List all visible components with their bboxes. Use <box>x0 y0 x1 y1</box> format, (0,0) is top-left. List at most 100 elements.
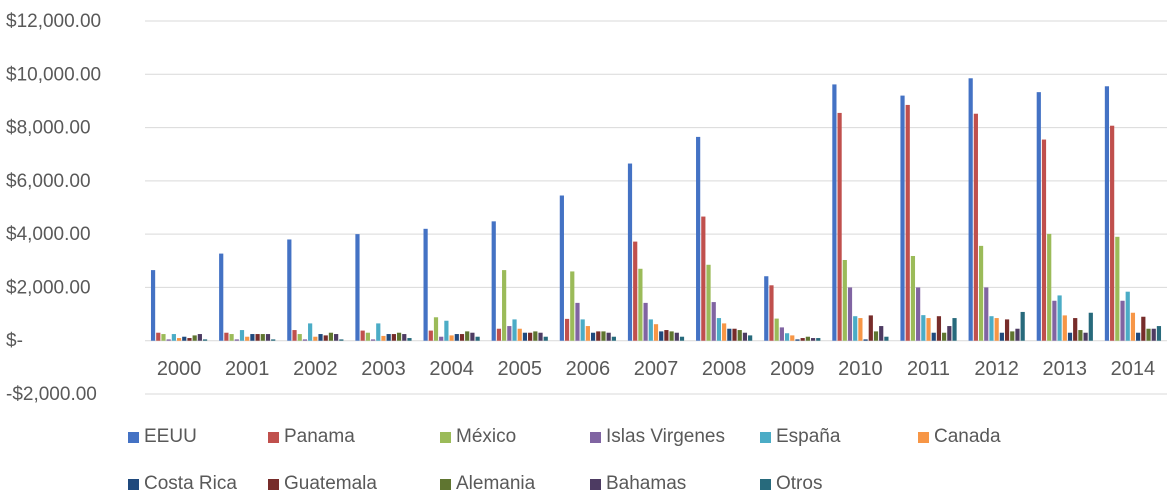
legend-label: España <box>776 426 841 447</box>
bar-espa-a-2007 <box>648 319 653 341</box>
bar-otros-2007 <box>679 336 685 341</box>
bar-eeuu-2000 <box>150 270 156 341</box>
bar-panama-2014 <box>1110 125 1115 341</box>
bar-alemania-2011 <box>942 332 947 341</box>
y-tick-label: $8,000.00 <box>6 118 91 139</box>
bar-canada-2003 <box>381 335 386 341</box>
bar-canada-2010 <box>858 318 863 341</box>
bar-eeuu-2011 <box>900 95 905 341</box>
bar-panama-2013 <box>1041 139 1047 341</box>
bar-otros-2010 <box>884 336 889 341</box>
legend-item: Guatemala <box>268 473 377 495</box>
bar-panama-2005 <box>496 328 502 341</box>
bar-bahamas-2005 <box>538 332 543 341</box>
x-tick-label: 2011 <box>907 358 950 380</box>
bar-costa-rica-2014 <box>1136 332 1141 341</box>
bar-m-xico-2004 <box>433 317 439 341</box>
bar-alemania-2001 <box>260 334 265 341</box>
bar-guatemala-2010 <box>868 315 873 341</box>
legend-swatch <box>760 431 771 443</box>
bar-otros-2005 <box>543 336 548 341</box>
bar-canada-2011 <box>926 318 931 341</box>
y-tick-label: -$2,000.00 <box>6 384 97 405</box>
bar-panama-2007 <box>633 241 638 341</box>
bar-bahamas-2002 <box>334 334 339 341</box>
bar-canada-2008 <box>722 323 727 341</box>
bar-islas-virgenes-2000 <box>166 339 171 341</box>
bar-costa-rica-2001 <box>250 334 255 341</box>
bar-islas-virgenes-2010 <box>847 287 853 341</box>
bar-alemania-2004 <box>465 331 470 341</box>
legend-swatch <box>918 431 929 443</box>
bar-alemania-2013 <box>1078 330 1083 341</box>
legend-item: Panama <box>268 426 355 448</box>
bar-guatemala-2013 <box>1073 318 1078 341</box>
bar-costa-rica-2000 <box>182 336 187 341</box>
legend-swatch <box>128 431 139 443</box>
bar-espa-a-2001 <box>239 330 245 341</box>
y-axis-tick-labels: $12,000.00 $10,000.00 $8,000.00 $6,000.00 $4… <box>6 11 101 405</box>
bar-eeuu-2010 <box>832 84 837 341</box>
y-tick-label: $10,000.00 <box>6 64 101 85</box>
bar-bahamas-2010 <box>879 326 884 341</box>
bar-costa-rica-2005 <box>522 332 528 341</box>
x-tick-label: 2010 <box>838 358 883 380</box>
y-tick-label: $2,000.00 <box>6 277 91 298</box>
bar-otros-2009 <box>816 338 821 341</box>
bar-panama-2003 <box>360 330 365 341</box>
bar-m-xico-2009 <box>774 318 779 341</box>
bar-canada-2006 <box>585 326 590 341</box>
bar-bahamas-2013 <box>1083 332 1088 341</box>
bar-espa-a-2008 <box>716 318 722 341</box>
x-tick-label: 2004 <box>429 358 474 380</box>
bar-costa-rica-2012 <box>999 332 1004 341</box>
bar-costa-rica-2008 <box>727 328 732 341</box>
bar-guatemala-2005 <box>528 332 533 341</box>
bar-m-xico-2005 <box>502 270 507 341</box>
bar-otros-2013 <box>1088 312 1093 341</box>
legend-label: EEUU <box>144 426 197 447</box>
bar-otros-2004 <box>475 336 480 341</box>
bar-bahamas-2003 <box>402 334 407 341</box>
bar-costa-rica-2004 <box>454 334 459 341</box>
bar-guatemala-2004 <box>459 334 465 341</box>
bar-alemania-2012 <box>1010 331 1015 341</box>
bar-bahamas-2008 <box>742 332 748 341</box>
bar-costa-rica-2006 <box>590 332 596 341</box>
bars <box>150 78 1162 341</box>
bar-eeuu-2002 <box>287 239 292 341</box>
bar-panama-2002 <box>292 330 297 341</box>
bar-eeuu-2005 <box>491 221 496 341</box>
x-tick-label: 2000 <box>157 358 202 380</box>
bar-panama-2008 <box>701 216 706 341</box>
x-tick-label: 2003 <box>361 358 406 380</box>
bar-panama-2004 <box>428 330 433 341</box>
bar-bahamas-2011 <box>947 326 952 341</box>
bar-otros-2002 <box>339 339 344 341</box>
bar-alemania-2002 <box>328 332 334 341</box>
bar-espa-a-2013 <box>1057 295 1062 341</box>
legend-item: Costa Rica <box>128 473 237 495</box>
bar-m-xico-2010 <box>842 259 847 341</box>
legend-item: Bahamas <box>590 473 686 495</box>
bar-m-xico-2013 <box>1047 233 1052 341</box>
legend-item: Islas Virgenes <box>590 426 725 448</box>
bar-m-xico-2006 <box>570 271 575 341</box>
bar-panama-2001 <box>224 332 229 341</box>
bar-islas-virgenes-2006 <box>575 302 580 341</box>
legend-swatch <box>440 431 451 443</box>
bar-islas-virgenes-2014 <box>1120 300 1125 341</box>
bar-islas-virgenes-2002 <box>302 339 308 341</box>
legend-item: Otros <box>760 473 822 495</box>
bar-eeuu-2008 <box>696 136 701 341</box>
bar-m-xico-2000 <box>161 334 166 341</box>
bar-islas-virgenes-2012 <box>984 287 989 341</box>
bar-costa-rica-2011 <box>931 332 936 341</box>
legend-swatch <box>268 431 279 443</box>
bar-espa-a-2006 <box>580 319 585 341</box>
legend-item: EEUU <box>128 426 197 448</box>
legend-label: Costa Rica <box>144 473 237 494</box>
bar-guatemala-2003 <box>391 334 396 341</box>
bar-guatemala-2008 <box>732 328 737 341</box>
bar-costa-rica-2007 <box>659 331 664 341</box>
